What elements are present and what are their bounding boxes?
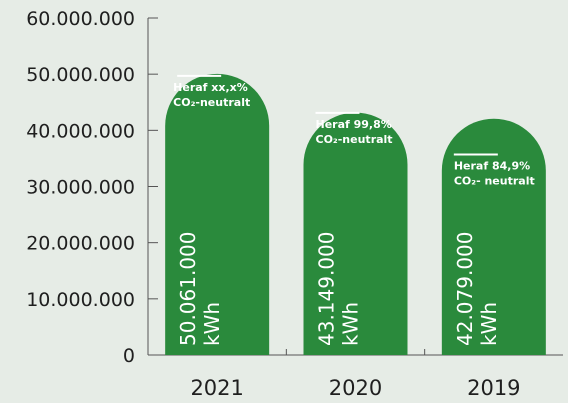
- share-note-line2: CO₂-neutralt: [173, 96, 250, 109]
- value-label-group: 50.061.000 kWh: [176, 231, 224, 346]
- x-tick-label: 2021: [190, 376, 243, 400]
- y-tick-label: 10.000.000: [26, 289, 135, 311]
- y-axis: 0 10.000.000 20.000.000 30.000.000 40.000.00…: [26, 8, 158, 367]
- value-label-group: 42.079.000 kWh: [453, 231, 501, 346]
- share-note-line2: CO₂-neutralt: [316, 133, 393, 146]
- value-label: 42.079.000: [453, 231, 477, 346]
- bar-2020: [303, 112, 408, 356]
- y-tick-label: 40.000.000: [26, 120, 135, 142]
- bar-2019: [441, 118, 546, 355]
- y-tick-label: 0: [123, 345, 135, 367]
- share-note-line2: CO₂- neutralt: [454, 174, 535, 187]
- share-note-line1: Heraf 84,9%: [454, 159, 530, 172]
- share-note-line1: Heraf xx,x%: [173, 81, 248, 94]
- value-label-group: 43.149.000 kWh: [315, 231, 363, 346]
- y-tick-label: 20.000.000: [26, 233, 135, 255]
- x-tick-label: 2020: [329, 376, 382, 400]
- share-note-line1: Heraf 99,8%: [316, 118, 392, 131]
- unit-label: kWh: [339, 302, 363, 346]
- y-tick-label: 60.000.000: [26, 8, 135, 30]
- y-tick-label: 50.000.000: [26, 64, 135, 86]
- value-label: 43.149.000: [315, 231, 339, 346]
- unit-label: kWh: [477, 302, 501, 346]
- y-tick-label: 30.000.000: [26, 177, 135, 199]
- x-axis: 2021 2020 2019: [148, 349, 563, 400]
- x-tick-label: 2019: [467, 376, 520, 400]
- value-label: 50.061.000: [176, 231, 200, 346]
- unit-label: kWh: [200, 302, 224, 346]
- bar-2021: [165, 73, 270, 355]
